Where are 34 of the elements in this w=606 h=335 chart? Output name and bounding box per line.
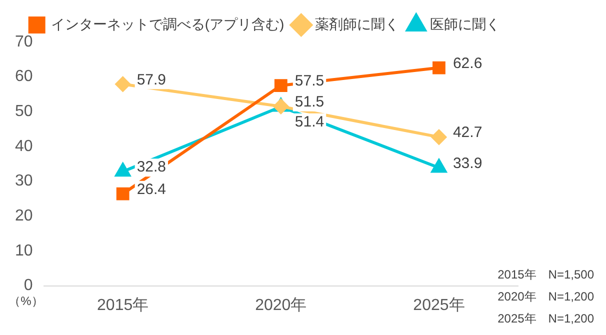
data-label: 57.9: [136, 71, 166, 88]
y-axis-title: （%）: [8, 294, 44, 308]
point: [431, 159, 447, 173]
data-label: 51.4: [294, 114, 324, 131]
x-tick-label: 2025年: [413, 296, 465, 314]
y-tick-label: 70: [15, 33, 33, 50]
y-tick-label: 10: [15, 242, 33, 260]
legend-label: インターネットで調べる(アプリ含む): [50, 16, 284, 32]
data-label: 32.8: [136, 158, 166, 176]
data-label: 42.7: [452, 124, 482, 142]
y-tick-label: 30: [15, 172, 33, 190]
legend-label: 薬剤師に聞く: [315, 16, 400, 32]
text: 2020年 N=1,200: [498, 289, 594, 304]
annotation: 2015年 N=1,500: [498, 267, 594, 282]
point: [274, 79, 288, 92]
y-tick-label: 60: [15, 68, 33, 86]
y-tick-label: 50: [15, 103, 33, 120]
data-label: 62.6: [452, 54, 482, 72]
point: [116, 187, 130, 200]
x-tick-label: 2020年: [255, 296, 307, 314]
text: 2025年 N=1,200: [498, 311, 594, 326]
data-label: 33.9: [452, 154, 482, 172]
point: [432, 61, 446, 74]
legend-label: 医師に聞く: [430, 16, 500, 32]
y-tick-label: 40: [15, 138, 33, 155]
point: [115, 76, 130, 92]
data-label: 51.5: [294, 94, 324, 111]
point: [115, 163, 130, 177]
x-tick-label: 2015年: [97, 296, 149, 314]
data-label: 57.5: [294, 72, 324, 90]
data-label: 26.4: [136, 180, 166, 198]
y-tick-label: 20: [15, 208, 33, 225]
point: [431, 130, 446, 145]
y-tick-label: 0: [24, 277, 33, 294]
